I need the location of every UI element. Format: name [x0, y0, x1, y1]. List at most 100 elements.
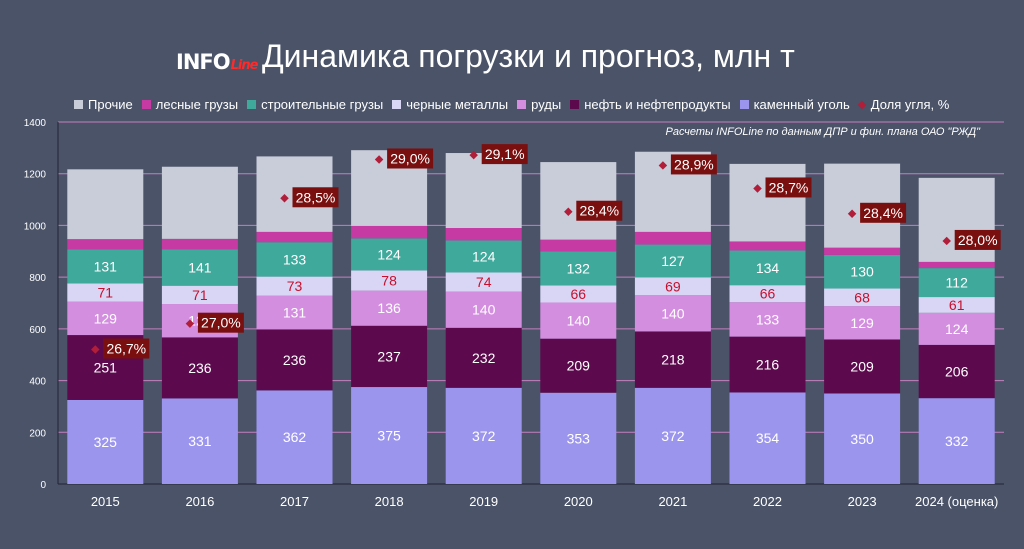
data-label-coal: 325 [94, 434, 118, 450]
share-label: 29,1% [485, 146, 525, 162]
bar-segment-oil [445, 327, 522, 388]
bar-segment-oil [256, 329, 333, 391]
data-label-metals: 71 [98, 285, 114, 301]
bar-segment-construction [161, 249, 238, 286]
data-label-metals: 69 [665, 278, 681, 294]
bar-segment-coal [634, 387, 711, 484]
x-tick-label: 2024 (оценка) [915, 494, 998, 509]
bar-segment-metals [634, 277, 711, 296]
bar-segment-ore [824, 306, 901, 340]
bar-segment-other [445, 153, 522, 229]
bar-segment-other [161, 166, 238, 239]
data-label-ore: 140 [661, 305, 685, 321]
legend-label: черные металлы [406, 97, 509, 112]
bar-segment-coal [445, 387, 522, 484]
share-label-bg [292, 187, 339, 208]
y-tick-label: 800 [29, 273, 46, 284]
data-label-coal: 353 [567, 430, 591, 446]
data-label-metals: 71 [192, 287, 208, 303]
logo-sub: Line [230, 58, 259, 73]
source-note: Расчеты INFOLine по данным ДПР и фин. пл… [665, 126, 980, 138]
bar-segment-timber [540, 239, 617, 252]
legend-item-timber: лесные грузы [141, 97, 238, 112]
data-label-coal: 332 [945, 433, 969, 449]
bar-segment-oil [918, 344, 995, 399]
y-tick-label: 1200 [24, 170, 47, 181]
data-label-metals: 61 [949, 297, 965, 313]
share-marker [374, 155, 384, 164]
bar-segment-metals [256, 276, 333, 296]
share-label-bg [576, 200, 623, 221]
legend-item-metals: черные металлы [392, 97, 508, 112]
data-label-oil: 251 [94, 360, 118, 376]
data-label-oil: 218 [661, 352, 685, 368]
legend-swatch [392, 100, 402, 109]
infoline-logo: INFOLine [176, 50, 259, 74]
bar-segment-metals [918, 297, 995, 313]
bar-segment-oil [351, 325, 428, 388]
bar-segment-construction [729, 250, 806, 286]
data-label-construction: 124 [472, 248, 496, 264]
data-label-ore: 133 [756, 311, 780, 327]
bar-segment-coal [729, 392, 806, 484]
data-label-construction: 124 [377, 246, 401, 262]
legend-item-share: Доля угля, % [857, 97, 950, 112]
y-tick-label: 600 [29, 325, 46, 336]
bar-segment-timber [256, 231, 333, 243]
data-label-metals: 73 [287, 278, 303, 294]
data-label-metals: 66 [571, 286, 587, 302]
y-tick-label: 1400 [24, 118, 47, 129]
bar-segment-oil [729, 336, 806, 393]
data-label-oil: 237 [377, 348, 401, 364]
share-marker [185, 319, 195, 328]
bar-segment-ore [351, 290, 428, 326]
bar-segment-ore [729, 302, 806, 337]
bar-segment-ore [256, 295, 333, 330]
legend-label: каменный уголь [753, 97, 850, 112]
data-label-ore: 129 [94, 310, 118, 326]
bar-segment-construction [540, 251, 617, 286]
legend-label: нефть и нефтепродукты [584, 97, 731, 112]
data-label-construction: 133 [283, 251, 307, 267]
data-label-construction: 112 [946, 275, 969, 291]
y-tick-label: 400 [29, 377, 46, 388]
data-label-coal: 354 [756, 430, 780, 446]
share-label-bg [670, 154, 717, 175]
data-label-oil: 216 [756, 357, 780, 373]
legend-swatch [739, 100, 749, 109]
data-label-ore: 129 [850, 315, 874, 331]
share-label: 28,7% [769, 179, 809, 195]
share-label: 26,7% [106, 341, 146, 357]
logo-text: INFO [176, 50, 231, 74]
bar-segment-other [729, 163, 806, 242]
data-label-oil: 232 [472, 350, 496, 366]
bar-segment-timber [161, 238, 238, 250]
bar-segment-metals [445, 272, 522, 292]
bar-segment-coal [161, 398, 238, 484]
data-label-coal: 331 [188, 433, 212, 449]
legend-item-other: Прочие [74, 97, 133, 112]
x-tick-label: 2017 [280, 494, 309, 509]
bar-segment-timber [918, 261, 995, 269]
bar-segment-coal [351, 387, 428, 484]
data-label-ore: 140 [567, 313, 591, 329]
bar-segment-timber [351, 225, 428, 239]
share-label: 28,4% [863, 205, 903, 221]
legend-label: строительные грузы [261, 97, 384, 112]
data-label-metals: 74 [476, 274, 492, 290]
data-label-coal: 350 [850, 431, 874, 447]
legend-label: Доля угля, % [870, 97, 950, 112]
legend-item-oil: нефть и нефтепродукты [570, 97, 731, 112]
data-label-construction: 134 [756, 260, 780, 276]
data-label-construction: 131 [94, 258, 118, 274]
bar-segment-timber [67, 239, 144, 250]
bar-segment-metals [67, 283, 144, 302]
legend-item-coal: каменный уголь [739, 97, 850, 112]
data-label-construction: 141 [188, 259, 212, 275]
bar-segment-metals [351, 270, 428, 291]
data-label-metals: 78 [381, 273, 397, 289]
share-label: 28,9% [674, 156, 714, 172]
bar-segment-construction [634, 244, 711, 278]
legend-item-construction: строительные грузы [247, 97, 383, 112]
bar-segment-oil [824, 339, 901, 394]
